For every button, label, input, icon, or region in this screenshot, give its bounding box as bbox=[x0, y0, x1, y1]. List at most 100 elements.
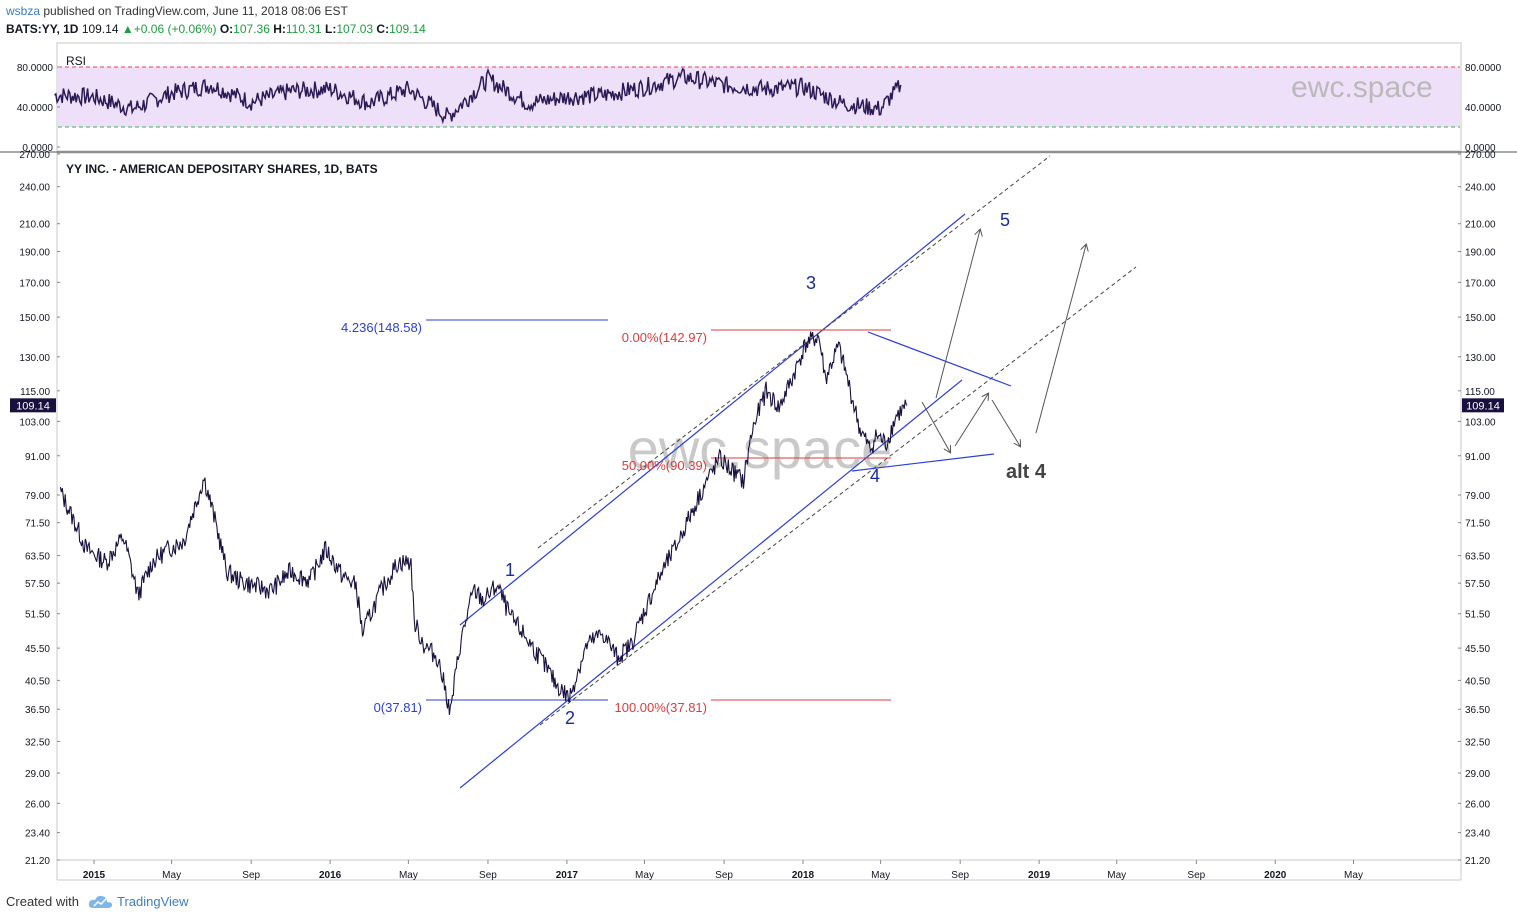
wave-3-label: 3 bbox=[806, 273, 816, 293]
price-tick-left: 36.50 bbox=[25, 705, 50, 716]
rsi-tick-left: 80.0000 bbox=[17, 63, 54, 74]
time-axis: 2015 May Sep 2016 May Sep 2017 May Sep 2018 May Sep… bbox=[83, 860, 1363, 881]
price-pane-frame bbox=[56, 152, 1462, 861]
price-tick-left: 63.50 bbox=[25, 552, 50, 563]
time-tick-label: 2016 bbox=[319, 870, 342, 881]
price-tick-right: 51.50 bbox=[1465, 610, 1490, 621]
time-tick-label: May bbox=[162, 870, 181, 881]
triangle-upper-line[interactable] bbox=[867, 331, 1012, 387]
rsi-axis-right: 80.0000 40.0000 0.0000 bbox=[1465, 63, 1502, 154]
fib-ret-mid-label: 50.00%(90.39) bbox=[622, 458, 707, 473]
rsi-tick-left: 40.0000 bbox=[17, 103, 54, 114]
price-tick-right: 71.50 bbox=[1465, 519, 1490, 530]
channel-lower-line[interactable] bbox=[459, 379, 963, 789]
price-tick-left: 21.20 bbox=[25, 856, 50, 867]
price-tick-right: 150.00 bbox=[1465, 313, 1496, 324]
price-change: +0.06 (+0.06%) bbox=[133, 22, 217, 36]
price-axis-left: 270.00 240.00 210.00 190.00 170.00 150.00 130.… bbox=[19, 150, 60, 867]
high-label: H: bbox=[273, 22, 286, 36]
price-tick-right: 79.00 bbox=[1465, 491, 1490, 502]
created-with-text: Created with bbox=[6, 894, 79, 909]
price-tick-right: 63.50 bbox=[1465, 552, 1490, 563]
price-tick-left: 115.00 bbox=[20, 387, 50, 398]
rsi-tick-right: 80.0000 bbox=[1465, 63, 1502, 74]
time-tick-label: Sep bbox=[479, 870, 497, 881]
price-pane[interactable]: ewc.space YY INC. - AMERICAN DEPOSITARY … bbox=[10, 150, 1504, 881]
time-tick-label: May bbox=[1344, 870, 1363, 881]
wave-5-label: 5 bbox=[1000, 210, 1010, 230]
projection-arrow-alt-down2[interactable] bbox=[991, 399, 1020, 446]
projection-arrow-wave5[interactable] bbox=[935, 230, 980, 399]
rsi-line bbox=[53, 67, 902, 125]
channel-dashed-upper[interactable] bbox=[537, 155, 1051, 549]
price-tick-right: 91.00 bbox=[1465, 452, 1490, 463]
rsi-watermark: ewc.space bbox=[1291, 71, 1433, 104]
price-tick-right: 40.50 bbox=[1465, 676, 1490, 687]
symbol-label: BATS:YY, 1D bbox=[6, 22, 79, 36]
wave-2-label: 2 bbox=[565, 708, 575, 728]
rsi-band bbox=[58, 67, 1460, 127]
high-value: 110.31 bbox=[285, 22, 322, 36]
open-label: O: bbox=[219, 22, 234, 36]
price-tick-left: 91.00 bbox=[25, 452, 50, 463]
chart-header: wsbza published on TradingView.com, June… bbox=[0, 0, 1517, 40]
price-tick-right: 23.40 bbox=[1465, 829, 1490, 840]
time-tick-label: Sep bbox=[715, 870, 733, 881]
price-axis-right: 270.00 240.00 210.00 190.00 170.00 150.00 130.… bbox=[1458, 150, 1496, 867]
price-tick-left: 190.00 bbox=[19, 248, 50, 259]
rsi-title: RSI bbox=[66, 54, 86, 68]
price-tick-left: 103.00 bbox=[19, 417, 50, 428]
price-tick-left: 51.50 bbox=[25, 610, 50, 621]
drawings[interactable]: 4.236(148.58) 0(37.81) 0.00%(142.97) 50.… bbox=[341, 155, 1137, 789]
price-tick-left: 71.50 bbox=[25, 519, 50, 530]
close-label: C: bbox=[376, 22, 390, 36]
projection-arrow-alt-wave5[interactable] bbox=[1035, 245, 1086, 434]
time-tick-label: Sep bbox=[242, 870, 260, 881]
price-tick-right: 270.00 bbox=[1465, 150, 1496, 161]
price-tick-left: 210.00 bbox=[19, 220, 50, 231]
projection-arrow-alt-down[interactable] bbox=[921, 401, 950, 452]
price-tick-left: 170.00 bbox=[19, 278, 50, 289]
time-tick-label: 2020 bbox=[1264, 870, 1287, 881]
channel-dashed-lower[interactable] bbox=[539, 266, 1137, 726]
time-tick-label: May bbox=[1107, 870, 1126, 881]
fib-ext-bottom-label: 0(37.81) bbox=[374, 700, 422, 715]
price-tick-left: 45.50 bbox=[25, 644, 50, 655]
tradingview-link[interactable]: TradingView bbox=[117, 894, 189, 909]
projection-arrow-alt-up[interactable] bbox=[954, 394, 988, 447]
wave-1-label: 1 bbox=[505, 560, 515, 580]
price-tick-right: 21.20 bbox=[1465, 856, 1490, 867]
publish-info: wsbza published on TradingView.com, June… bbox=[6, 4, 348, 18]
low-value: 107.03 bbox=[336, 22, 374, 36]
price-tick-right: 45.50 bbox=[1465, 644, 1490, 655]
price-line bbox=[59, 331, 908, 715]
channel-upper-line[interactable] bbox=[459, 213, 966, 626]
published-text: published on TradingView.com, June 11, 2… bbox=[40, 4, 348, 18]
price-tick-left: 150.00 bbox=[19, 313, 50, 324]
tradingview-cloud-icon bbox=[88, 895, 113, 908]
rsi-tick-left: 0.0000 bbox=[22, 143, 53, 154]
rsi-pane[interactable]: ewc.space RSI 80.0000 40.0000 0.0000 80.00… bbox=[17, 54, 1502, 154]
price-tick-left: 240.00 bbox=[19, 183, 50, 194]
alt-4-label: alt 4 bbox=[1006, 461, 1047, 483]
wave-4-label: 4 bbox=[870, 466, 880, 486]
ohlc-legend: BATS:YY, 1D 109.14 ▲+0.06 (+0.06%) O:107… bbox=[6, 22, 426, 36]
footer: Created with TradingView bbox=[0, 886, 1517, 919]
price-tick-left: 29.00 bbox=[25, 769, 50, 780]
rsi-axis-left: 80.0000 40.0000 0.0000 bbox=[17, 63, 60, 154]
price-tag-left-text: 109.14 bbox=[16, 400, 50, 412]
price-tick-right: 26.00 bbox=[1465, 799, 1490, 810]
author-link[interactable]: wsbza bbox=[6, 4, 41, 18]
time-tick-label: May bbox=[399, 870, 418, 881]
up-arrow-icon: ▲ bbox=[121, 22, 134, 36]
fib-ret-top-label: 0.00%(142.97) bbox=[622, 330, 707, 345]
price-tick-left: 57.50 bbox=[25, 579, 50, 590]
low-label: L: bbox=[325, 22, 337, 36]
time-tick-label: 2019 bbox=[1028, 870, 1051, 881]
price-tag-left: 109.14 bbox=[10, 398, 56, 413]
price-watermark: ewc.space bbox=[628, 417, 893, 480]
fib-ext-top-label: 4.236(148.58) bbox=[341, 320, 422, 335]
triangle-lower-line[interactable] bbox=[851, 453, 995, 472]
price-tick-left: 40.50 bbox=[25, 676, 50, 687]
